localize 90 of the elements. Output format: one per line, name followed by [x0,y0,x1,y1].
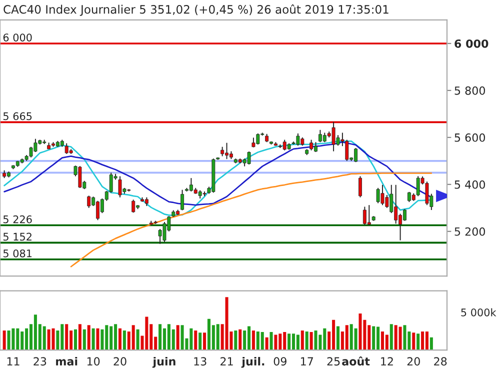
bar [398,326,402,350]
bar [421,332,424,350]
bar [430,337,433,350]
x-tick-label: 10 [87,357,100,366]
ref-line-label: 5 665 [3,112,32,120]
bar [412,332,416,350]
candlestick [220,146,224,157]
ref-line-label: 6 000 [3,34,32,42]
y-tick-label: 5 200 [454,227,486,236]
y-tick-label: 5 400 [454,180,486,189]
candlestick [310,139,314,151]
bar [310,332,313,350]
bar [118,328,122,350]
ref-line-label: 5 152 [3,232,32,241]
x-tick-label: 20 [407,357,420,366]
bar [96,328,100,350]
x-tick-label: 23 [34,357,46,366]
chart-title: CAC40 Index Journalier 5 351,02 (+0,45 %) 26 août 2019 17:35:01 [4,4,388,16]
x-tick-label: 25 [327,357,340,366]
bar [132,325,135,350]
bar [12,328,15,350]
bar [194,330,198,350]
x-tick-label: 17 [301,357,313,366]
bar [238,329,242,350]
bar [122,330,126,350]
bar [274,334,278,350]
y-tick-label: 5 800 [454,86,486,95]
x-tick-label: 28 [434,357,447,366]
bar [403,325,406,350]
bar [243,330,246,350]
bar [385,334,388,350]
ref-line-label: 5 081 [3,249,32,258]
y-tick-label: 6 000 [454,39,488,48]
bar [372,326,376,350]
x-tick-label: juin [152,356,176,368]
bar [252,330,255,350]
x-tick-label: juil. [241,356,264,368]
bar [416,334,420,350]
x-tick-label: 21 [220,357,233,366]
bar [42,326,46,350]
bar [158,324,162,350]
bar [300,330,304,350]
bar [225,297,228,350]
bar [74,329,78,350]
x-tick-label: août [342,356,370,366]
bar [270,332,273,350]
bar [345,325,348,350]
bar [78,324,82,350]
bar [7,330,10,350]
bar [180,325,184,350]
bar [305,332,308,350]
bar [260,332,264,350]
bar [100,329,104,350]
x-tick-label: 13 [194,357,206,366]
bar [92,328,95,350]
bar [292,334,296,350]
bar [296,334,300,350]
x-tick-label: 09 [274,357,286,366]
bar [314,330,318,350]
candlestick [87,195,91,208]
bar [354,328,358,350]
bar [136,329,140,350]
bar [336,326,340,350]
x-tick-label: 12 [381,357,393,366]
candlestick [132,199,136,214]
candlestick [367,204,371,226]
bar [2,330,6,350]
bar [82,329,86,350]
text: 5 000k [461,308,496,316]
bar [176,325,180,350]
bar [425,332,428,350]
x-tick-label: 11 [7,357,20,366]
bar [65,324,68,350]
bar [390,324,393,350]
y-tick-label: 5 600 [454,133,486,142]
bar [87,325,90,350]
ref-line-label: 5 226 [3,215,32,224]
bar [198,332,202,350]
bar [288,334,291,350]
x-tick-label: 20 [114,357,126,366]
bar [234,330,238,350]
bar [216,324,220,350]
x-tick-label: mai [56,356,78,366]
bar [265,337,268,350]
bar [52,328,55,350]
bar [358,314,362,350]
line-series [70,172,432,268]
bar [203,332,206,350]
candlestick [358,176,362,198]
candlestick [180,189,184,211]
